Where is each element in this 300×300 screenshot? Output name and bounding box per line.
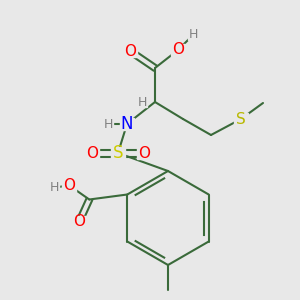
Text: S: S: [113, 144, 123, 162]
Bar: [72, 215, 86, 227]
Text: H: H: [50, 181, 59, 194]
Text: N: N: [121, 115, 133, 133]
Bar: [103, 119, 113, 129]
Bar: [123, 45, 137, 57]
Text: O: O: [124, 44, 136, 59]
Bar: [234, 113, 248, 125]
Bar: [137, 147, 151, 159]
Text: O: O: [63, 178, 75, 193]
Text: O: O: [86, 146, 98, 160]
Bar: [120, 118, 134, 130]
Text: O: O: [172, 43, 184, 58]
Text: S: S: [236, 112, 246, 127]
Bar: [62, 179, 76, 191]
Text: H: H: [103, 118, 113, 130]
Bar: [188, 30, 198, 40]
Bar: [85, 147, 99, 159]
Text: H: H: [188, 28, 198, 41]
Bar: [49, 182, 59, 193]
Text: H: H: [137, 95, 147, 109]
Bar: [111, 147, 125, 159]
Bar: [171, 44, 185, 56]
Bar: [137, 97, 147, 107]
Text: O: O: [138, 146, 150, 160]
Text: O: O: [73, 214, 85, 229]
